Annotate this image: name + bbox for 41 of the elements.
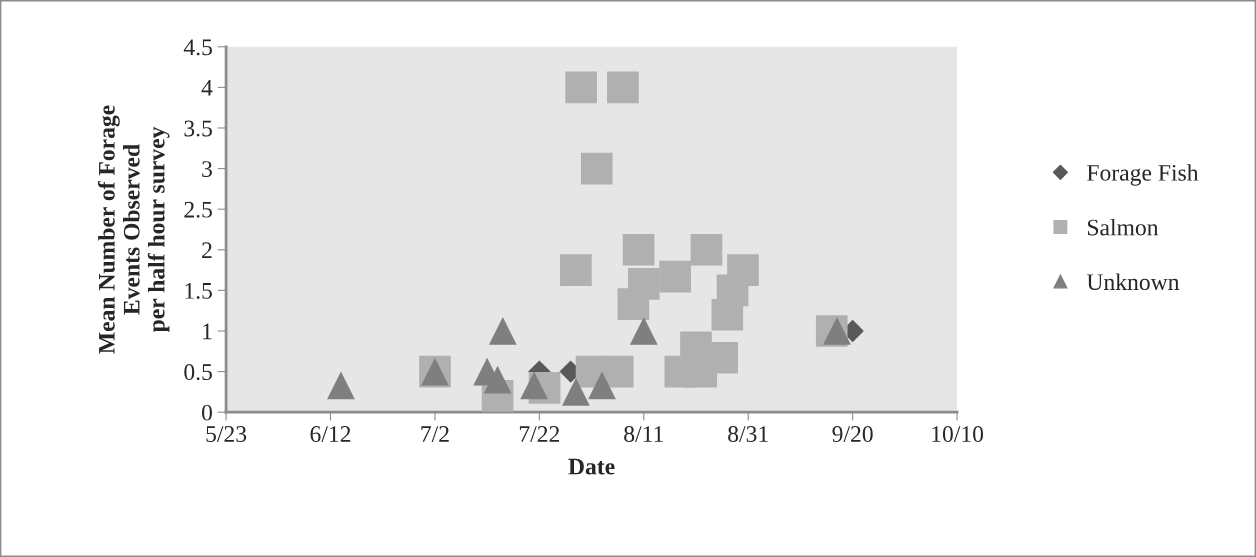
y-tick-label: 1.5 [185, 282, 212, 299]
y-tick-label: 2 [202, 242, 212, 258]
y-axis-title: Mean Number of Forage Events Observed per half hour survey [97, 105, 170, 354]
point [588, 371, 616, 400]
point [622, 233, 655, 266]
point [327, 371, 355, 400]
x-tick-label: 7/22 [519, 426, 560, 442]
x-tick-label: 6/12 [310, 426, 351, 442]
point [727, 254, 759, 286]
y-tick-label: 3 [202, 161, 212, 178]
x-tick-label: 10/10 [932, 426, 984, 442]
point [690, 233, 723, 266]
point [601, 355, 634, 388]
point [488, 317, 517, 345]
x-axis-title: Date [568, 458, 615, 475]
point [580, 152, 613, 185]
point [560, 254, 592, 286]
legend-label: Unknown [1086, 273, 1180, 291]
point [483, 365, 512, 394]
x-tick-label: 8/31 [728, 426, 768, 442]
y-tick-label: 4.5 [183, 39, 212, 56]
y-tick-label: 2.5 [184, 201, 212, 218]
point [629, 317, 658, 345]
point [607, 71, 639, 104]
x-tick-label: 7/2 [421, 426, 449, 442]
x-tick-label: 5/23 [206, 426, 247, 442]
x-tick-label: 9/20 [832, 426, 873, 442]
point [520, 371, 549, 400]
y-tick-label: 4 [201, 80, 213, 96]
point [627, 268, 660, 300]
y-tick-label: 1 [203, 323, 212, 340]
point [823, 317, 851, 345]
legend-label: Forage Fish [1087, 164, 1199, 186]
y-tick-label: 0.5 [184, 364, 212, 381]
y-tick-label: 3.5 [184, 120, 212, 137]
x-tick-label: 8/11 [624, 426, 663, 442]
y-tick-label: 0 [201, 404, 212, 421]
point [562, 377, 590, 406]
point [565, 71, 597, 104]
legend-label: Salmon [1087, 218, 1159, 236]
point [659, 260, 691, 293]
